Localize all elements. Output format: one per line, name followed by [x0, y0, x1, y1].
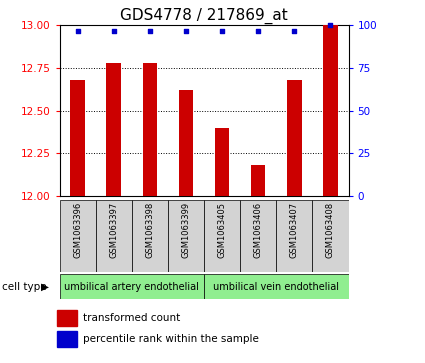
Text: GSM1063399: GSM1063399 — [181, 202, 190, 258]
Bar — [57, 331, 77, 347]
Text: cell type: cell type — [2, 282, 47, 292]
Text: ▶: ▶ — [41, 282, 48, 292]
FancyBboxPatch shape — [168, 200, 204, 272]
Point — [182, 28, 189, 33]
Text: GSM1063398: GSM1063398 — [145, 202, 154, 258]
Bar — [178, 90, 193, 196]
Text: GSM1063406: GSM1063406 — [254, 202, 263, 258]
FancyBboxPatch shape — [204, 200, 240, 272]
FancyBboxPatch shape — [96, 200, 132, 272]
Text: transformed count: transformed count — [83, 313, 180, 323]
Text: umbilical artery endothelial: umbilical artery endothelial — [64, 282, 199, 292]
Bar — [71, 80, 85, 196]
Bar — [142, 63, 157, 196]
Title: GDS4778 / 217869_at: GDS4778 / 217869_at — [120, 8, 288, 24]
Point — [110, 28, 117, 33]
Text: GSM1063405: GSM1063405 — [218, 202, 227, 258]
Bar — [251, 165, 265, 196]
Bar — [323, 25, 337, 196]
Text: umbilical vein endothelial: umbilical vein endothelial — [213, 282, 339, 292]
Text: GSM1063408: GSM1063408 — [326, 202, 335, 258]
Point — [74, 28, 81, 33]
Bar — [57, 310, 77, 326]
Text: GSM1063407: GSM1063407 — [290, 202, 299, 258]
FancyBboxPatch shape — [240, 200, 276, 272]
Text: GSM1063397: GSM1063397 — [109, 202, 118, 258]
Text: GSM1063396: GSM1063396 — [73, 202, 82, 258]
Point — [255, 28, 261, 33]
Bar — [215, 128, 230, 196]
Text: percentile rank within the sample: percentile rank within the sample — [83, 334, 259, 344]
FancyBboxPatch shape — [276, 200, 312, 272]
FancyBboxPatch shape — [60, 200, 96, 272]
Point — [327, 23, 334, 28]
Point — [291, 28, 298, 33]
FancyBboxPatch shape — [312, 200, 348, 272]
FancyBboxPatch shape — [132, 200, 168, 272]
FancyBboxPatch shape — [60, 274, 204, 299]
Point — [218, 28, 225, 33]
Bar — [287, 80, 301, 196]
Point — [146, 28, 153, 33]
FancyBboxPatch shape — [204, 274, 348, 299]
Bar — [106, 63, 121, 196]
